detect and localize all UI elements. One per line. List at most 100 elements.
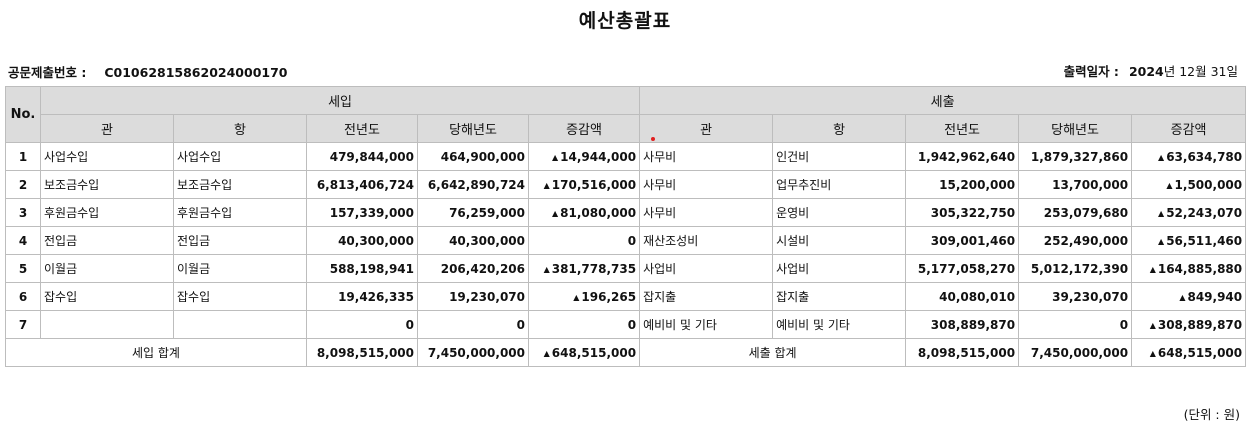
cell-expense-diff: ▲ 849,940	[1131, 282, 1247, 311]
increase-triangle-icon: ▲	[543, 348, 550, 358]
red-dot-marker	[651, 137, 655, 141]
cell-expense-gwan: 사무비	[639, 142, 774, 171]
increase-triangle-icon: ▲	[543, 180, 550, 190]
cell-expense-prev: 305,322,750	[905, 198, 1020, 227]
cell-income-gwan: 보조금수입	[40, 170, 174, 199]
cell-income-prev: 157,339,000	[306, 198, 418, 227]
cell-income-hang: 잡수입	[173, 282, 307, 311]
cell-expense-diff: ▲ 1,500,000	[1131, 170, 1247, 199]
diff-value: 648,515,000	[551, 345, 637, 360]
header-income-diff: 증감액	[527, 114, 641, 143]
header-expense-gwan: 관	[639, 114, 774, 143]
cell-income-diff: 0	[527, 226, 641, 255]
increase-triangle-icon: ▲	[1158, 152, 1165, 162]
cell-expense-prev: 15,200,000	[905, 170, 1020, 199]
cell-expense-hang: 예비비 및 기타	[772, 310, 907, 339]
cell-income-hang: 보조금수입	[173, 170, 307, 199]
cell-no: 3	[5, 198, 41, 227]
print-date-rest: 년 12월 31일	[1163, 64, 1238, 79]
cell-income-gwan	[40, 310, 174, 339]
cell-expense-curr: 0	[1018, 310, 1133, 339]
cell-income-hang: 후원금수입	[173, 198, 307, 227]
cell-income-hang	[173, 310, 307, 339]
cell-expense-diff: ▲ 52,243,070	[1131, 198, 1247, 227]
expense-total-curr: 7,450,000,000	[1018, 338, 1133, 367]
table-row: 5 이월금 이월금 588,198,941 206,420,206 ▲ 381,778,73…	[5, 254, 1247, 283]
diff-value: 164,885,880	[1157, 261, 1243, 276]
cell-expense-gwan: 사무비	[639, 198, 774, 227]
document-number-value: C01062815862024000170	[104, 65, 288, 80]
cell-expense-gwan: 재산조성비	[639, 226, 774, 255]
cell-income-diff: ▲ 196,265	[527, 282, 641, 311]
cell-expense-prev: 308,889,870	[905, 310, 1020, 339]
cell-expense-gwan: 사업비	[639, 254, 774, 283]
cell-income-prev: 19,426,335	[306, 282, 418, 311]
cell-expense-hang: 인건비	[772, 142, 907, 171]
document-number-label: 공문제출번호 :	[8, 65, 87, 80]
cell-income-gwan: 후원금수입	[40, 198, 174, 227]
cell-no: 5	[5, 254, 41, 283]
cell-expense-gwan: 예비비 및 기타	[639, 310, 774, 339]
cell-expense-prev: 309,001,460	[905, 226, 1020, 255]
cell-expense-hang: 사업비	[772, 254, 907, 283]
cell-expense-gwan: 사무비	[639, 170, 774, 199]
cell-no: 7	[5, 310, 41, 339]
table-row: 4 전입금 전입금 40,300,000 40,300,000 0 재산조성비 시설비 309,…	[5, 226, 1247, 255]
print-date-label: 출력일자 :	[1063, 64, 1119, 79]
diff-value: 648,515,000	[1157, 345, 1243, 360]
cell-expense-curr: 39,230,070	[1018, 282, 1133, 311]
income-total-prev: 8,098,515,000	[306, 338, 418, 367]
cell-income-prev: 588,198,941	[306, 254, 418, 283]
page-title: 예산총괄표	[578, 10, 672, 32]
diff-value: 308,889,870	[1157, 317, 1243, 332]
diff-value: 81,080,000	[560, 205, 637, 220]
header-expense-diff: 증감액	[1131, 114, 1247, 143]
expense-total-label: 세출 합계	[639, 338, 907, 367]
header-row-group: No. 세입 세출	[5, 86, 1247, 143]
increase-triangle-icon: ▲	[1158, 236, 1165, 246]
diff-value: 52,243,070	[1166, 205, 1243, 220]
increase-triangle-icon: ▲	[1149, 264, 1156, 274]
cell-income-gwan: 전입금	[40, 226, 174, 255]
cell-income-curr: 76,259,000	[417, 198, 529, 227]
cell-income-gwan: 이월금	[40, 254, 174, 283]
header-income-curr: 당해년도	[417, 114, 529, 143]
cell-expense-hang: 잡지출	[772, 282, 907, 311]
cell-expense-hang: 업무추진비	[772, 170, 907, 199]
cell-expense-gwan: 잡지출	[639, 282, 774, 311]
cell-income-hang: 전입금	[173, 226, 307, 255]
cell-no: 1	[5, 142, 41, 171]
table-row: 3 후원금수입 후원금수입 157,339,000 76,259,000 ▲ 81,080,…	[5, 198, 1247, 227]
cell-no: 2	[5, 170, 41, 199]
increase-triangle-icon: ▲	[551, 152, 559, 162]
increase-triangle-icon: ▲	[1166, 180, 1173, 190]
cell-income-diff: ▲ 14,944,000	[527, 142, 641, 171]
cell-income-prev: 6,813,406,724	[306, 170, 418, 199]
cell-income-gwan: 사업수입	[40, 142, 174, 171]
increase-triangle-icon: ▲	[1179, 292, 1186, 302]
increase-triangle-icon: ▲	[1149, 320, 1156, 330]
print-date-year: 2024	[1128, 64, 1164, 79]
cell-income-curr: 206,420,206	[417, 254, 529, 283]
income-total-diff: ▲ 648,515,000	[527, 338, 641, 367]
table-row: 2 보조금수입 보조금수입 6,813,406,724 6,642,890,724 ▲ 17…	[5, 170, 1247, 199]
cell-expense-diff: ▲ 308,889,870	[1131, 310, 1247, 339]
expense-total-prev: 8,098,515,000	[905, 338, 1020, 367]
increase-triangle-icon: ▲	[543, 264, 550, 274]
cell-income-curr: 6,642,890,724	[417, 170, 529, 199]
header-income-hang: 항	[173, 114, 307, 143]
cell-income-prev: 479,844,000	[306, 142, 418, 171]
header-income-gwan: 관	[40, 114, 174, 143]
cell-income-curr: 40,300,000	[417, 226, 529, 255]
cell-income-hang: 이월금	[173, 254, 307, 283]
print-date: 출력일자 : 2024년 12월 31일	[1064, 61, 1238, 80]
cell-income-diff: 0	[527, 310, 641, 339]
totals-row: 세입 합계 8,098,515,000 7,450,000,000 ▲ 648,515,…	[5, 338, 1247, 367]
header-expense-group: 세출	[639, 86, 1247, 115]
cell-expense-hang: 시설비	[772, 226, 907, 255]
cell-no: 4	[5, 226, 41, 255]
header-row-columns: 관 항 전년도 당해년도 증감액 관 항 전년도 당해년도 증감액	[6, 114, 1247, 143]
increase-triangle-icon: ▲	[551, 208, 559, 218]
cell-expense-diff: ▲ 63,634,780	[1131, 142, 1247, 171]
cell-no: 6	[5, 282, 41, 311]
